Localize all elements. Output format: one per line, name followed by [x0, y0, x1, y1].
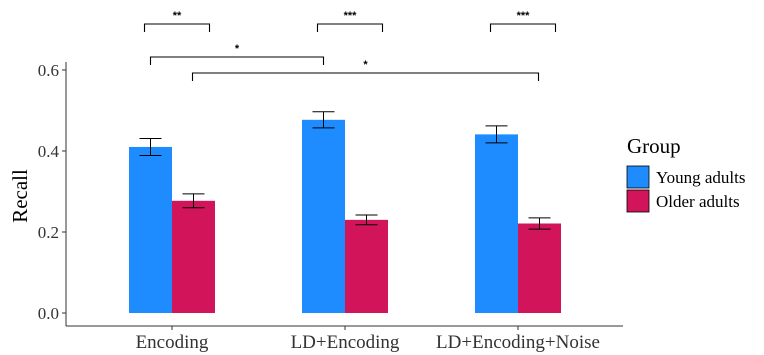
legend-swatch	[626, 165, 650, 189]
legend: Group Young adults Older adults	[626, 134, 745, 213]
significance-label: ***	[517, 10, 531, 22]
y-tick-label: 0.2	[38, 223, 59, 242]
y-ticks: 0.0 0.2 0.4 0.6	[38, 61, 66, 323]
legend-label: Young adults	[656, 168, 745, 187]
error-bar	[182, 193, 205, 209]
y-axis-title: Recall	[8, 169, 32, 223]
significance-bracket: ***	[489, 10, 557, 32]
significance-bracket: **	[143, 10, 211, 32]
x-tick-label: LD+Encoding	[291, 332, 400, 353]
legend-title: Group	[627, 134, 681, 158]
significance-bracket: ***	[316, 10, 384, 32]
significance-brackets: ** *** *****	[143, 10, 557, 81]
error-bar	[528, 217, 551, 230]
significance-label: *	[235, 43, 240, 55]
significance-bracket: *	[191, 59, 540, 81]
x-tick-label: LD+Encoding+Noise	[436, 332, 600, 353]
significance-label: **	[173, 10, 182, 22]
y-tick-label: 0.4	[38, 142, 60, 161]
error-bar	[355, 214, 378, 226]
bar	[345, 219, 388, 313]
error-bar	[485, 125, 508, 144]
significance-bracket: *	[149, 43, 325, 65]
y-tick-label: 0.0	[38, 304, 59, 323]
significance-label: *	[363, 59, 368, 71]
x-tick-label: Encoding	[136, 332, 209, 353]
x-ticks: Encoding LD+Encoding LD+Encoding+Noise	[136, 326, 600, 353]
error-bars	[139, 111, 551, 230]
legend-label: Older adults	[656, 192, 740, 211]
y-tick-label: 0.6	[38, 61, 59, 80]
legend-swatch	[626, 189, 650, 213]
error-bar	[312, 111, 335, 129]
bar	[302, 119, 345, 313]
bar	[172, 200, 215, 313]
legend-items: Young adults Older adults	[626, 165, 745, 213]
legend-item: Older adults	[626, 189, 740, 213]
significance-label: ***	[344, 10, 358, 22]
bars	[129, 119, 561, 313]
bar	[518, 223, 561, 313]
bar	[129, 146, 172, 313]
bar	[475, 134, 518, 313]
plot-area: 0.0 0.2 0.4 0.6 Encoding LD+Encoding LD+Encod…	[38, 10, 623, 353]
legend-item: Young adults	[626, 165, 745, 189]
error-bar	[139, 137, 162, 156]
